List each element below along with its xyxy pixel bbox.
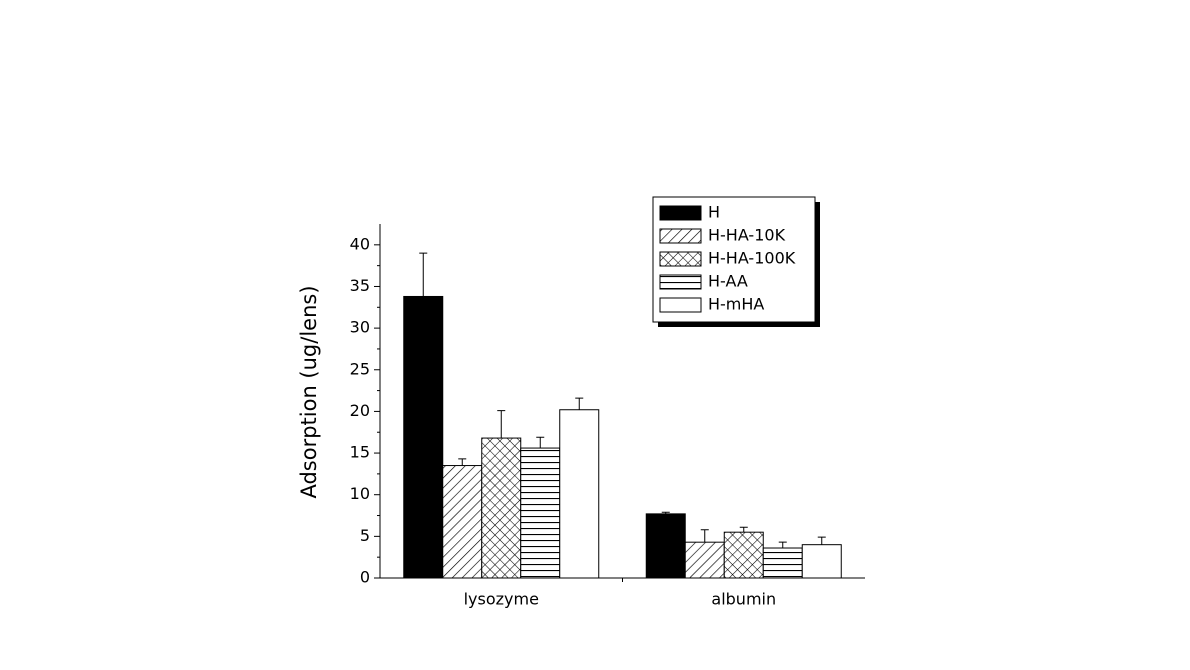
bar xyxy=(801,544,842,579)
y-tick-label: 20 xyxy=(350,401,370,420)
legend-swatch xyxy=(659,274,702,290)
error-bar xyxy=(419,252,428,297)
bar xyxy=(645,513,686,579)
bar xyxy=(762,547,803,579)
legend-label: H-HA-100K xyxy=(708,249,796,268)
y-axis-label: Adsorption (ug/lens) xyxy=(297,285,321,498)
y-tick-label: 40 xyxy=(350,234,370,253)
error-bar xyxy=(575,397,584,410)
bar xyxy=(403,295,444,579)
error-bar xyxy=(739,526,748,533)
y-tick-label: 15 xyxy=(350,443,370,462)
error-bar xyxy=(700,529,709,543)
legend-swatch xyxy=(659,205,702,221)
y-tick-label: 0 xyxy=(360,568,370,587)
x-tick-label: lysozyme xyxy=(464,590,539,609)
y-tick-label: 35 xyxy=(350,276,370,295)
legend-label: H-HA-10K xyxy=(708,226,786,245)
y-tick-label: 25 xyxy=(350,359,370,378)
error-bar xyxy=(817,536,826,545)
legend-label: H-mHA xyxy=(708,295,764,314)
error-bar xyxy=(661,511,670,514)
bar xyxy=(684,541,725,579)
bar xyxy=(559,409,600,579)
y-tick-label: 5 xyxy=(360,526,370,545)
legend-label: H-AA xyxy=(708,272,748,291)
y-tick-label: 10 xyxy=(350,484,370,503)
x-tick-label: albumin xyxy=(711,590,776,609)
legend-swatch xyxy=(659,297,702,313)
legend-label: H xyxy=(708,203,720,222)
bar xyxy=(520,447,561,579)
legend-swatch xyxy=(659,228,702,244)
error-bar xyxy=(458,458,467,466)
error-bar xyxy=(497,410,506,439)
legend-swatch xyxy=(659,251,702,267)
bar xyxy=(442,465,483,579)
error-bar xyxy=(778,541,787,549)
bar xyxy=(723,531,764,579)
y-tick-label: 30 xyxy=(350,318,370,337)
bar xyxy=(481,437,522,579)
error-bar xyxy=(536,436,545,449)
